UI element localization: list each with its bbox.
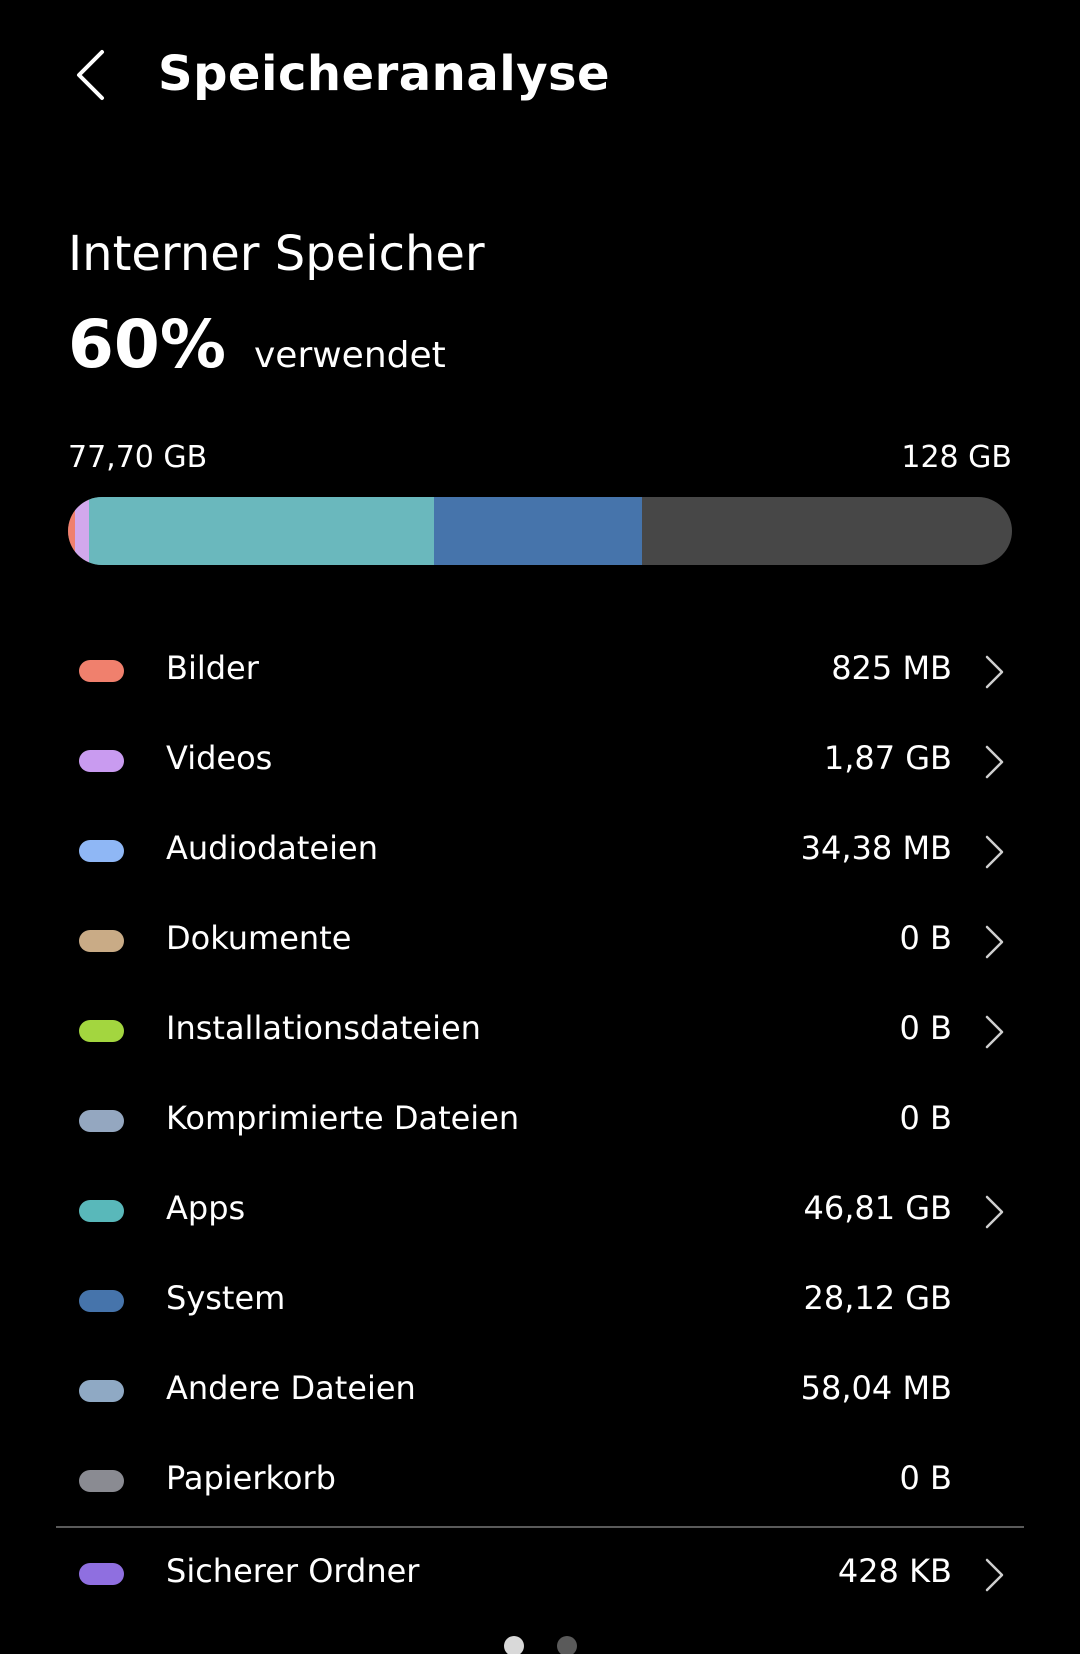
category-size-value: 0 B (899, 1459, 952, 1497)
category-row-dokumente[interactable]: Dokumente 0 B (0, 897, 1080, 987)
secure-folder-row[interactable]: Sicherer Ordner 428 KB (0, 1530, 1080, 1620)
category-size-value: 825 MB (831, 649, 952, 687)
page-title: Speicheranalyse (158, 46, 611, 102)
category-size-value: 34,38 MB (800, 829, 952, 867)
category-label: Apps (166, 1189, 246, 1227)
category-color-dot (79, 840, 124, 862)
category-size-value: 0 B (899, 1009, 952, 1047)
usage-bar-segment-videos (74, 497, 89, 565)
category-label: Audiodateien (166, 829, 378, 867)
usage-percent-row: 60% verwendet (68, 306, 446, 383)
category-size-value: 1,87 GB (823, 739, 952, 777)
secure-folder-value: 428 KB (837, 1552, 952, 1590)
storage-title: Interner Speicher (68, 226, 485, 282)
page-indicator-dot[interactable] (504, 1636, 524, 1654)
usage-percent-value: 60% (68, 306, 226, 383)
usage-percent-suffix: verwendet (253, 335, 446, 376)
usage-bar-segment-apps (88, 497, 435, 565)
category-label: Andere Dateien (166, 1369, 416, 1407)
secure-folder-label: Sicherer Ordner (166, 1552, 420, 1590)
category-size-value: 58,04 MB (800, 1369, 952, 1407)
chevron-right-icon (985, 745, 1004, 779)
usage-bar-segment-system (434, 497, 642, 565)
category-size-value: 28,12 GB (803, 1279, 952, 1317)
category-row-audiodateien[interactable]: Audiodateien 34,38 MB (0, 807, 1080, 897)
used-storage-label: 77,70 GB (68, 440, 208, 475)
app-header: Speicheranalyse (0, 0, 1080, 160)
back-button[interactable] (60, 42, 120, 108)
category-row-installationsdateien[interactable]: Installationsdateien 0 B (0, 987, 1080, 1077)
category-label: Papierkorb (166, 1459, 336, 1497)
total-storage-label: 128 GB (901, 440, 1012, 475)
category-row-papierkorb[interactable]: Papierkorb 0 B (0, 1437, 1080, 1527)
chevron-right-icon (985, 655, 1004, 689)
page-indicator-dot[interactable] (557, 1636, 577, 1654)
category-label: Komprimierte Dateien (166, 1099, 520, 1137)
category-color-dot (79, 1290, 124, 1312)
chevron-right-icon (985, 835, 1004, 869)
category-label: Dokumente (166, 919, 352, 957)
list-divider (56, 1526, 1024, 1528)
category-row-komprimierte-dateien[interactable]: Komprimierte Dateien 0 B (0, 1077, 1080, 1167)
chevron-right-icon (985, 1195, 1004, 1229)
category-label: Installationsdateien (166, 1009, 481, 1047)
category-color-dot (79, 1110, 124, 1132)
chevron-left-icon (77, 50, 104, 100)
category-row-andere-dateien[interactable]: Andere Dateien 58,04 MB (0, 1347, 1080, 1437)
category-color-dot (79, 750, 124, 772)
category-size-value: 46,81 GB (803, 1189, 952, 1227)
chevron-right-icon (985, 925, 1004, 959)
page-indicator (0, 1636, 1080, 1654)
category-color-dot (79, 1200, 124, 1222)
chevron-right-icon (985, 1558, 1004, 1592)
secure-folder-color-dot (79, 1563, 124, 1585)
category-size-value: 0 B (899, 1099, 952, 1137)
category-list: Bilder 825 MB Videos 1,87 GB Audiodateien 34,… (0, 627, 1080, 1527)
category-label: Bilder (166, 649, 259, 687)
category-row-bilder[interactable]: Bilder 825 MB (0, 627, 1080, 717)
category-color-dot (79, 1020, 124, 1042)
category-label: Videos (166, 739, 273, 777)
storage-usage-bar (68, 497, 1012, 565)
category-size-value: 0 B (899, 919, 952, 957)
chevron-right-icon (985, 1015, 1004, 1049)
category-color-dot (79, 930, 124, 952)
usage-bar-segment-bilder (68, 497, 75, 565)
category-row-videos[interactable]: Videos 1,87 GB (0, 717, 1080, 807)
category-row-apps[interactable]: Apps 46,81 GB (0, 1167, 1080, 1257)
category-row-system[interactable]: System 28,12 GB (0, 1257, 1080, 1347)
category-color-dot (79, 1470, 124, 1492)
category-color-dot (79, 1380, 124, 1402)
category-label: System (166, 1279, 286, 1317)
category-color-dot (79, 660, 124, 682)
